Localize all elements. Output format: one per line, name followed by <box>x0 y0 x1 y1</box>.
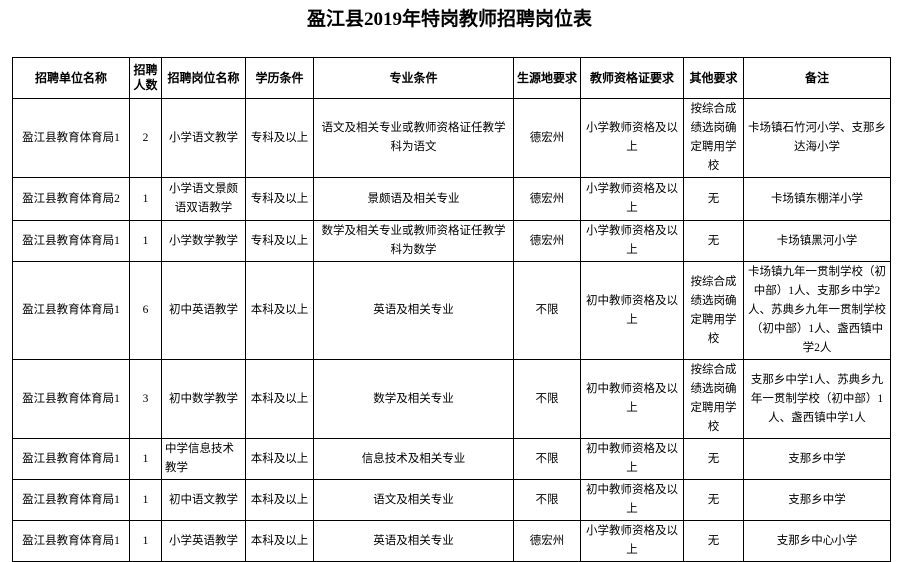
table-cell: 小学数学教学 <box>161 220 246 262</box>
table-row: 盈江县教育体育局1 1 小学英语教学 本科及以上 英语及相关专业 德宏州 小学教师资格及以上… <box>12 520 891 562</box>
table-cell: 盈江县教育体育局1 <box>12 220 130 262</box>
table-row: 盈江县教育体育局1 1 中学信息技术教学 本科及以上 信息技术及相关专业 不限 初中教师资格… <box>12 438 891 480</box>
table-cell: 不限 <box>513 359 581 439</box>
table-cell: 小学教师资格及以上 <box>580 177 684 221</box>
table-cell: 1 <box>129 479 162 521</box>
table-cell: 盈江县教育体育局1 <box>12 261 130 360</box>
header-row: 招聘单位名称 招聘人数 招聘岗位名称 学历条件 专业条件 生源地要求 教师资格证要求 其他要求… <box>12 57 891 99</box>
table-cell: 初中教师资格及以上 <box>580 438 684 480</box>
header-cell: 招聘岗位名称 <box>161 57 246 99</box>
table-cell: 按综合成绩选岗确定聘用学校 <box>683 98 744 178</box>
table-cell: 盈江县教育体育局2 <box>12 177 130 221</box>
table-row: 盈江县教育体育局1 2 小学语文教学 专科及以上 语文及相关专业或教师资格证任教学科为语… <box>12 98 891 178</box>
table-cell: 盈江县教育体育局1 <box>12 98 130 178</box>
table-cell: 无 <box>683 177 744 221</box>
table-cell: 小学语文景颇语双语教学 <box>161 177 246 221</box>
table-cell: 初中教师资格及以上 <box>580 479 684 521</box>
table-cell: 盈江县教育体育局1 <box>12 479 130 521</box>
table-cell: 专科及以上 <box>245 98 314 178</box>
table-row: 盈江县教育体育局2 1 小学语文景颇语双语教学 专科及以上 景颇语及相关专业 德宏州 小学教… <box>12 177 891 221</box>
table-cell: 德宏州 <box>513 520 581 562</box>
table-cell: 盈江县教育体育局1 <box>12 520 130 562</box>
table-cell: 本科及以上 <box>245 261 314 360</box>
table-cell: 本科及以上 <box>245 438 314 480</box>
table-cell: 卡场镇九年一贯制学校（初中部）1人、支那乡中学2人、苏典乡九年一贯制学校（初中部… <box>743 261 891 360</box>
table-cell: 语文及相关专业或教师资格证任教学科为语文 <box>313 98 514 178</box>
header-cell: 其他要求 <box>683 57 744 99</box>
title: 盈江县2019年特岗教师招聘岗位表 <box>306 9 592 30</box>
table-cell: 支那乡中学1人、苏典乡九年一贯制学校（初中部）1人、盏西镇中学1人 <box>743 359 891 439</box>
table-cell: 不限 <box>513 479 581 521</box>
table-cell: 1 <box>129 438 162 480</box>
table-cell: 本科及以上 <box>245 520 314 562</box>
table-cell: 小学语文教学 <box>161 98 246 178</box>
table-cell: 支那乡中心小学 <box>743 520 891 562</box>
table-cell: 小学英语教学 <box>161 520 246 562</box>
table-cell: 语文及相关专业 <box>313 479 514 521</box>
table-cell: 专科及以上 <box>245 177 314 221</box>
table-cell: 初中英语教学 <box>161 261 246 360</box>
table-cell: 德宏州 <box>513 98 581 178</box>
table-cell: 卡场镇石竹河小学、支那乡达海小学 <box>743 98 891 178</box>
table-cell: 信息技术及相关专业 <box>313 438 514 480</box>
table-row: 盈江县教育体育局1 1 小学数学教学 专科及以上 数学及相关专业或教师资格证任教学科为数… <box>12 220 891 262</box>
header-cell: 生源地要求 <box>513 57 581 99</box>
table-cell: 支那乡中学 <box>743 438 891 480</box>
table-cell: 盈江县教育体育局1 <box>12 359 130 439</box>
table-row: 盈江县教育体育局1 3 初中数学教学 本科及以上 数学及相关专业 不限 初中教师资格及以上按… <box>12 359 891 439</box>
table-row: 盈江县教育体育局1 1 初中语文教学 本科及以上 语文及相关专业 不限 初中教师资格及以上无… <box>12 479 891 521</box>
header-cell: 教师资格证要求 <box>580 57 684 99</box>
table-cell: 不限 <box>513 261 581 360</box>
table-cell: 卡场镇东棚洋小学 <box>743 177 891 221</box>
header-cell: 招聘单位名称 <box>12 57 130 99</box>
table-cell: 小学教师资格及以上 <box>580 98 684 178</box>
table-cell: 不限 <box>513 438 581 480</box>
table-cell: 专科及以上 <box>245 220 314 262</box>
table-cell: 初中教师资格及以上 <box>580 261 684 360</box>
table-cell: 按综合成绩选岗确定聘用学校 <box>683 261 744 360</box>
table-cell: 2 <box>129 98 162 178</box>
table-cell: 无 <box>683 438 744 480</box>
job-table: 招聘单位名称 招聘人数 招聘岗位名称 学历条件 专业条件 生源地要求 教师资格证要求 其他要求… <box>12 57 891 562</box>
table-cell: 数学及相关专业 <box>313 359 514 439</box>
table-cell: 本科及以上 <box>245 479 314 521</box>
table-cell: 德宏州 <box>513 177 581 221</box>
table-cell: 按综合成绩选岗确定聘用学校 <box>683 359 744 439</box>
table-cell: 1 <box>129 520 162 562</box>
table-cell: 3 <box>129 359 162 439</box>
table-cell: 无 <box>683 220 744 262</box>
table-cell: 景颇语及相关专业 <box>313 177 514 221</box>
table-row: 盈江县教育体育局1 6 初中英语教学 本科及以上 英语及相关专业 不限 初中教师资格及以上按… <box>12 261 891 360</box>
table-cell: 无 <box>683 520 744 562</box>
header-cell: 备注 <box>743 57 891 99</box>
header-cell: 专业条件 <box>313 57 514 99</box>
table-cell: 初中语文教学 <box>161 479 246 521</box>
table-cell: 英语及相关专业 <box>313 520 514 562</box>
table-cell: 6 <box>129 261 162 360</box>
table-cell: 小学教师资格及以上 <box>580 520 684 562</box>
table-cell: 英语及相关专业 <box>313 261 514 360</box>
table-cell: 卡场镇黑河小学 <box>743 220 891 262</box>
table-cell: 支那乡中学 <box>743 479 891 521</box>
table-cell: 无 <box>683 479 744 521</box>
table-body: 盈江县教育体育局1 2 小学语文教学 专科及以上 语文及相关专业或教师资格证任教学科为语… <box>12 98 891 562</box>
table-cell: 数学及相关专业或教师资格证任教学科为数学 <box>313 220 514 262</box>
table-cell: 初中数学教学 <box>161 359 246 439</box>
table-cell: 初中教师资格及以上 <box>580 359 684 439</box>
header-cell: 招聘人数 <box>129 57 162 99</box>
header-cell: 学历条件 <box>245 57 314 99</box>
table-cell: 本科及以上 <box>245 359 314 439</box>
table-cell: 盈江县教育体育局1 <box>12 438 130 480</box>
table-cell: 1 <box>129 177 162 221</box>
table-cell: 德宏州 <box>513 220 581 262</box>
table-cell: 中学信息技术教学 <box>161 438 246 480</box>
table-cell: 小学教师资格及以上 <box>580 220 684 262</box>
table-cell: 1 <box>129 220 162 262</box>
